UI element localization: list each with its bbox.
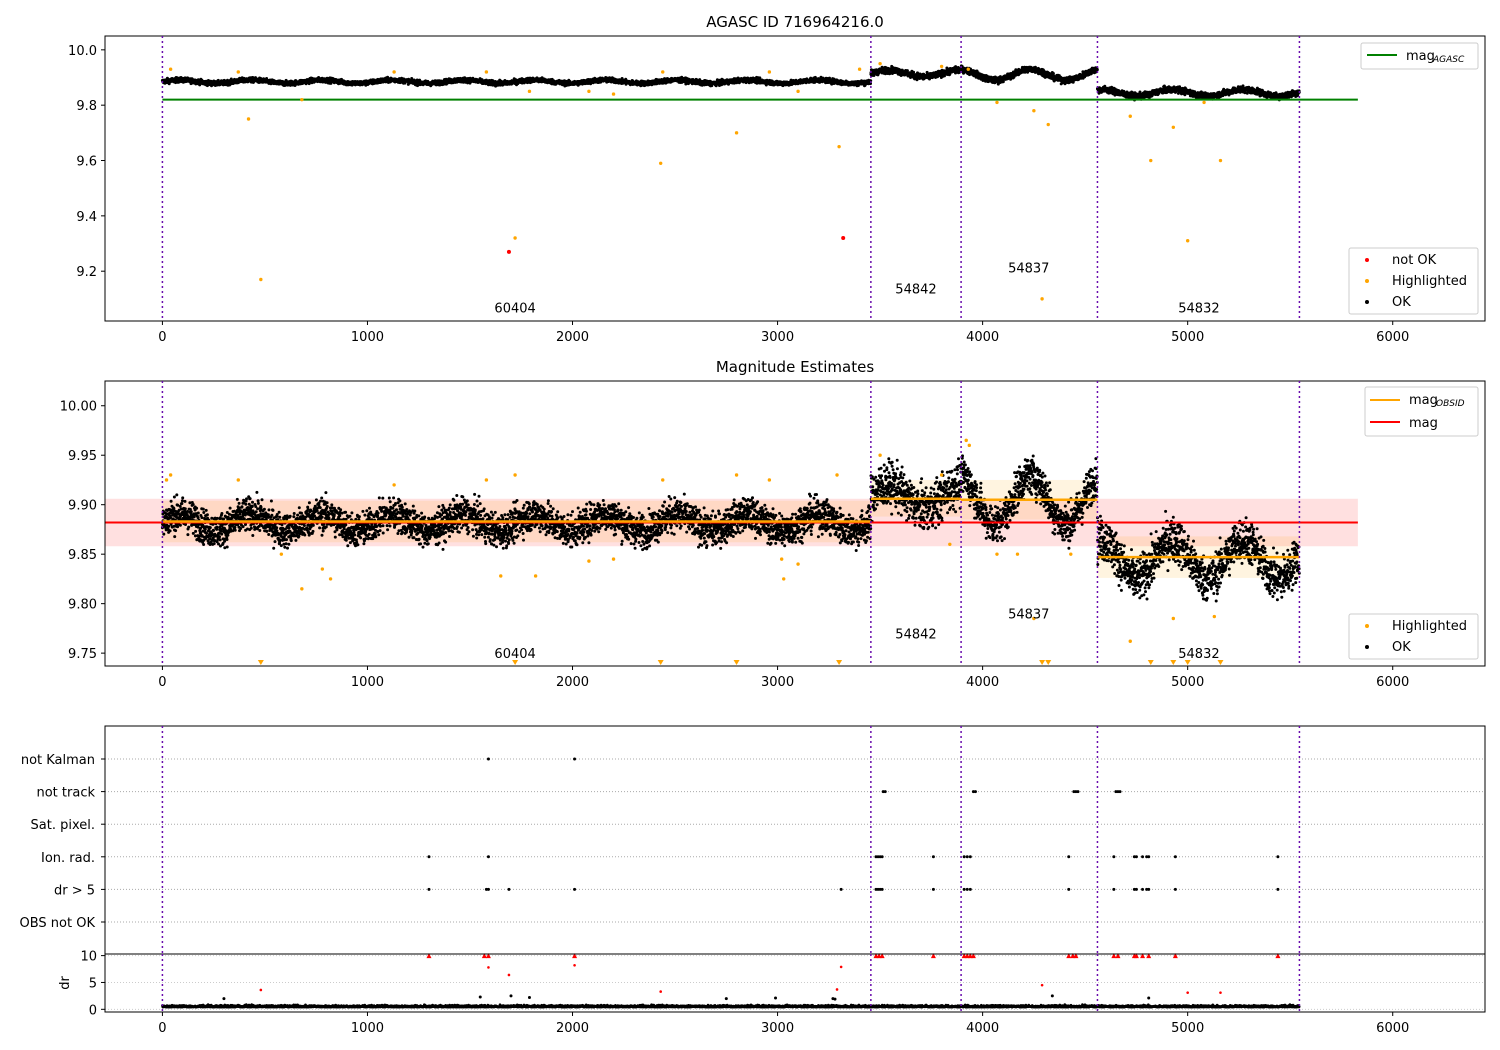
panel-agasc-plot-area xyxy=(160,61,1358,301)
panel-agasc: AGASC ID 716964216.0 0 1000 2000 3000 4000 50… xyxy=(68,13,1486,345)
panel-agasc-title: AGASC ID 716964216.0 xyxy=(706,13,884,31)
